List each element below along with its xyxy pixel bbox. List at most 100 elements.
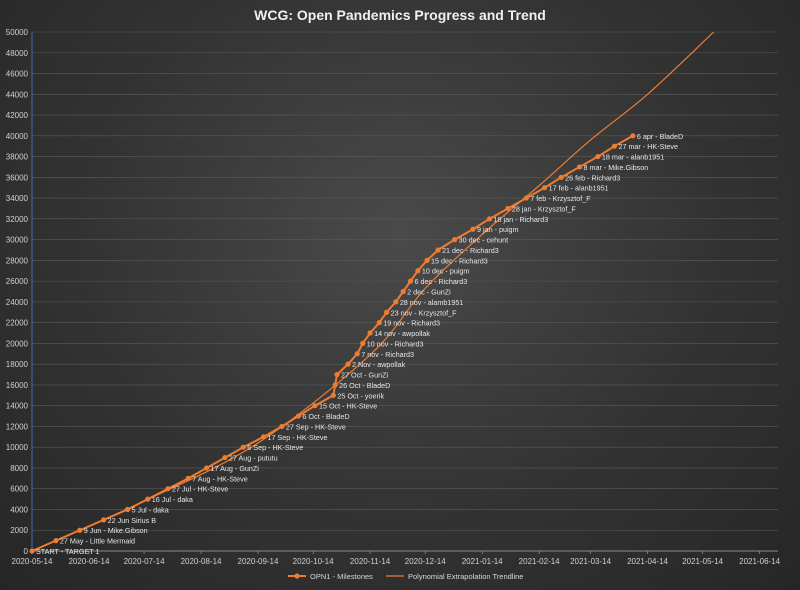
milestone-label: 6 Oct - BladeD — [302, 412, 349, 421]
milestone-series — [29, 133, 636, 554]
milestone-label: 27 Sep - HK-Steve — [286, 422, 346, 431]
milestone-label: 6 Sep - HK-Steve — [247, 443, 303, 452]
legend-series-marker — [294, 573, 300, 579]
trendline — [32, 32, 715, 551]
legend-trend-label: Polynomial Extrapolation Trendline — [408, 572, 523, 581]
y-axis: 0 2000 4000 6000 8000 10000 12000 14000 16000 180… — [6, 28, 33, 556]
milestone-point — [29, 548, 35, 554]
milestone-point — [435, 247, 441, 253]
y-tick-label: 26000 — [6, 277, 29, 286]
milestone-label: 7 feb - Krzysztof_F — [530, 194, 591, 203]
y-tick-label: 36000 — [6, 173, 29, 182]
y-tick-label: 30000 — [6, 236, 29, 245]
milestone-label: 14 nov - awpollak — [374, 329, 430, 338]
milestone-label: 7 nov - Richard3 — [361, 350, 414, 359]
milestone-point — [165, 486, 171, 492]
x-tick-label: 2021-01-14 — [462, 557, 503, 566]
y-tick-label: 38000 — [6, 153, 29, 162]
trendline-curve — [32, 32, 715, 551]
milestone-labels: START - TARGET 127 May - Little Mermaid 9… — [36, 132, 683, 556]
milestone-label: 25 Oct - yoerik — [337, 391, 384, 400]
milestone-label: 6 dec - Richard3 — [415, 277, 468, 286]
milestone-label: 10 dec - puigm — [422, 267, 470, 276]
milestone-point — [53, 538, 59, 544]
milestone-label: 9 Jun - Mike.Gibson — [84, 526, 148, 535]
x-tick-label: 2020-07-14 — [124, 557, 165, 566]
milestone-point — [470, 226, 476, 232]
x-tick-label: 2020-09-14 — [238, 557, 279, 566]
milestone-point — [407, 278, 414, 284]
milestone-point — [400, 288, 406, 295]
y-tick-label: 46000 — [6, 70, 29, 79]
milestone-label: 10 nov - Richard3 — [367, 339, 424, 348]
milestone-label: 16 Jul - daka — [152, 495, 193, 504]
milestone-label: 28 jan - Krzysztof_F — [512, 204, 577, 213]
milestone-point — [558, 174, 564, 180]
milestone-label: 9 jan - puigm — [477, 225, 519, 234]
milestone-label: 26 feb - Richard3 — [565, 173, 620, 182]
milestone-label: 27 Jul - HK-Steve — [172, 485, 228, 494]
milestone-label: 18 mar - alanb1951 — [602, 153, 664, 162]
milestone-label: 23 nov - Krzysztof_F — [391, 308, 458, 317]
x-tick-label: 2021-05-14 — [682, 557, 723, 566]
milestone-point — [630, 133, 636, 139]
y-tick-label: 42000 — [6, 111, 29, 120]
y-tick-label: 10000 — [6, 443, 29, 452]
milestone-point — [185, 475, 191, 481]
y-tick-label: 50000 — [6, 28, 29, 37]
y-tick-label: 28000 — [6, 256, 29, 265]
milestone-point — [330, 392, 336, 398]
milestone-point — [523, 195, 529, 201]
milestone-point — [611, 143, 618, 149]
milestone-label: 17 Sep - HK-Steve — [268, 433, 328, 442]
x-tick-label: 2021-06-14 — [739, 557, 780, 566]
milestone-label: 17 Aug - GunZi — [211, 464, 260, 473]
milestone-label: 19 nov - Richard3 — [383, 319, 440, 328]
milestone-label: 27 May - Little Mermaid — [60, 537, 135, 546]
milestone-point — [415, 268, 421, 274]
milestone-label: 15 dec - Richard3 — [431, 256, 488, 265]
milestone-label: 18 jan - Richard3 — [494, 215, 549, 224]
milestone-label: 26 Oct - BladeD — [339, 381, 390, 390]
milestone-point — [77, 527, 83, 533]
milestone-label: 17 feb - alanb1951 — [549, 184, 609, 193]
legend: OPN1 - Milestones Polynomial Extrapolati… — [288, 572, 523, 581]
milestone-point — [376, 320, 382, 326]
milestone-point — [384, 309, 390, 315]
y-tick-label: 44000 — [6, 90, 29, 99]
y-tick-label: 34000 — [6, 194, 29, 203]
milestone-point — [367, 330, 373, 336]
milestone-label: 6 apr - BladeD — [637, 132, 683, 141]
y-tick-label: 12000 — [6, 422, 29, 431]
y-tick-label: 48000 — [6, 49, 29, 58]
milestone-point — [424, 257, 430, 263]
milestone-label: START - TARGET 1 — [36, 547, 100, 556]
x-axis: 2020-05-14 2020-06-14 2020-07-14 2020-08-14… — [12, 550, 781, 566]
milestone-point — [345, 361, 351, 367]
milestone-label: 2 Nov - awpollak — [352, 360, 406, 369]
x-tick-label: 2020-12-14 — [405, 557, 446, 566]
milestone-point — [452, 237, 458, 243]
x-tick-label: 2021-04-14 — [627, 557, 668, 566]
y-tick-label: 18000 — [6, 360, 29, 369]
legend-series-label: OPN1 - Milestones — [310, 572, 373, 581]
milestone-label: 2 dec - GunZi — [407, 288, 451, 297]
milestone-point — [332, 382, 338, 388]
y-tick-label: 8000 — [10, 464, 28, 473]
x-tick-label: 2020-08-14 — [181, 557, 222, 566]
gridlines — [32, 31, 778, 552]
y-tick-label: 40000 — [6, 132, 29, 141]
milestone-point — [542, 185, 548, 191]
x-tick-label: 2021-02-14 — [519, 557, 560, 566]
milestone-label: 15 Oct - HK-Steve — [319, 402, 377, 411]
milestone-label: 30 dec - cehunt — [459, 236, 509, 245]
x-tick-label: 2020-06-14 — [68, 557, 109, 566]
milestone-point — [260, 434, 267, 440]
milestone-point — [240, 444, 246, 450]
chart-title: WCG: Open Pandemics Progress and Trend — [254, 7, 546, 23]
milestone-point — [312, 403, 318, 409]
milestone-label: 27 Aug - pututu — [229, 454, 278, 463]
milestone-point — [279, 423, 285, 430]
milestone-point — [222, 454, 228, 461]
milestone-point — [203, 465, 210, 471]
